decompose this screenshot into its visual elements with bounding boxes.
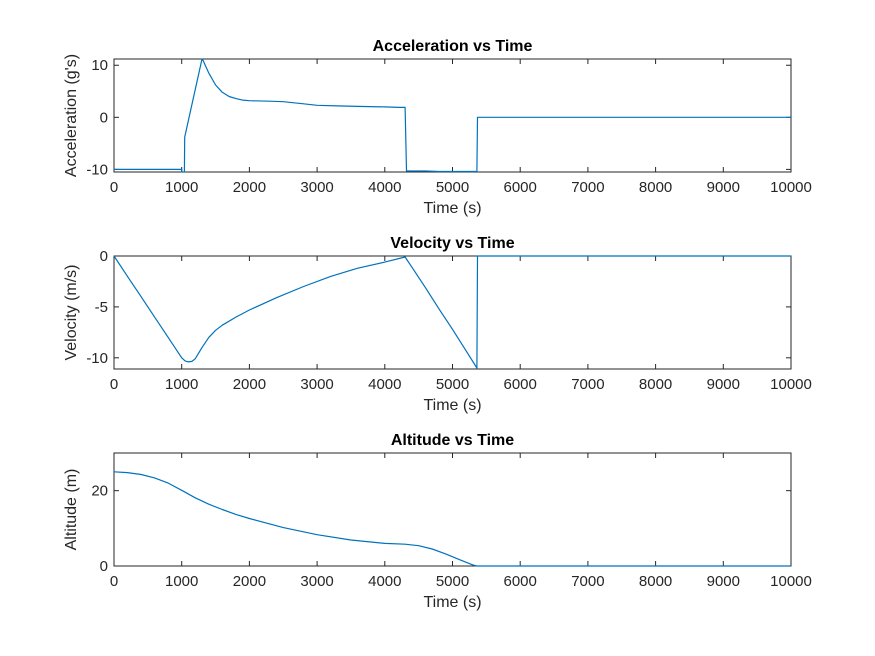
x-tick-label: 7000 [571, 376, 604, 393]
x-axis-label: Time (s) [423, 594, 481, 611]
x-tick-label: 5000 [436, 179, 469, 196]
x-tick-label: 6000 [504, 573, 537, 590]
y-tick-label: -10 [86, 350, 108, 367]
x-tick-label: 1000 [165, 179, 198, 196]
x-tick-label: 10000 [770, 179, 812, 196]
x-tick-label: 0 [110, 573, 118, 590]
x-tick-label: 8000 [639, 573, 672, 590]
y-tick-label: 0 [100, 558, 108, 575]
x-tick-label: 9000 [707, 376, 740, 393]
x-tick-label: 4000 [368, 179, 401, 196]
x-tick-label: 3000 [300, 179, 333, 196]
y-axis-label: Velocity (m/s) [63, 264, 80, 360]
y-tick-label: 0 [100, 248, 108, 265]
x-axis-label: Time (s) [423, 397, 481, 414]
x-tick-label: 0 [110, 179, 118, 196]
x-tick-label: 1000 [165, 573, 198, 590]
x-tick-label: 8000 [639, 179, 672, 196]
y-tick-label: -10 [86, 161, 108, 178]
y-tick-label: 0 [100, 109, 108, 126]
x-tick-label: 10000 [770, 376, 812, 393]
series-line [113, 255, 791, 369]
subplot-3: 0 1000 2000 3000 4000 5000 6000 7000 8000 9000 100… [63, 432, 812, 611]
plot-area [113, 255, 792, 370]
x-tick-label: 4000 [368, 573, 401, 590]
chart-title: Acceleration vs Time [373, 38, 533, 55]
y-tick-label: -5 [95, 299, 108, 316]
x-tick-label: 9000 [707, 573, 740, 590]
subplot-2: 0 1000 2000 3000 4000 5000 6000 7000 8000 9000 100… [63, 235, 812, 414]
chart-title: Altitude vs Time [391, 432, 514, 449]
x-tick-label: 5000 [436, 573, 469, 590]
x-tick-label: 3000 [300, 376, 333, 393]
x-tick-label: 7000 [571, 573, 604, 590]
x-tick-label: 2000 [233, 376, 266, 393]
plot-area [113, 58, 792, 173]
x-tick-label: 4000 [368, 376, 401, 393]
x-tick-label: 8000 [639, 376, 672, 393]
x-tick-label: 9000 [707, 179, 740, 196]
y-tick-label: 10 [91, 57, 108, 74]
x-tick-label: 0 [110, 376, 118, 393]
chart-title: Velocity vs Time [390, 235, 514, 252]
x-tick-label: 5000 [436, 376, 469, 393]
series-line [114, 58, 791, 173]
y-axis-label: Acceleration (g's) [63, 54, 80, 177]
x-tick-label: 7000 [571, 179, 604, 196]
x-tick-label: 2000 [233, 179, 266, 196]
x-tick-label: 2000 [233, 573, 266, 590]
x-tick-label: 10000 [770, 573, 812, 590]
y-axis-label: Altitude (m) [63, 469, 80, 551]
x-tick-label: 1000 [165, 376, 198, 393]
x-tick-label: 6000 [504, 376, 537, 393]
subplot-1: 0 1000 2000 3000 4000 5000 6000 7000 8000 9000 100… [63, 38, 812, 217]
series-line [113, 471, 791, 567]
x-tick-label: 6000 [504, 179, 537, 196]
y-tick-label: 20 [91, 483, 108, 500]
plot-area [113, 452, 792, 567]
x-tick-label: 3000 [300, 573, 333, 590]
x-axis-label: Time (s) [423, 200, 481, 217]
